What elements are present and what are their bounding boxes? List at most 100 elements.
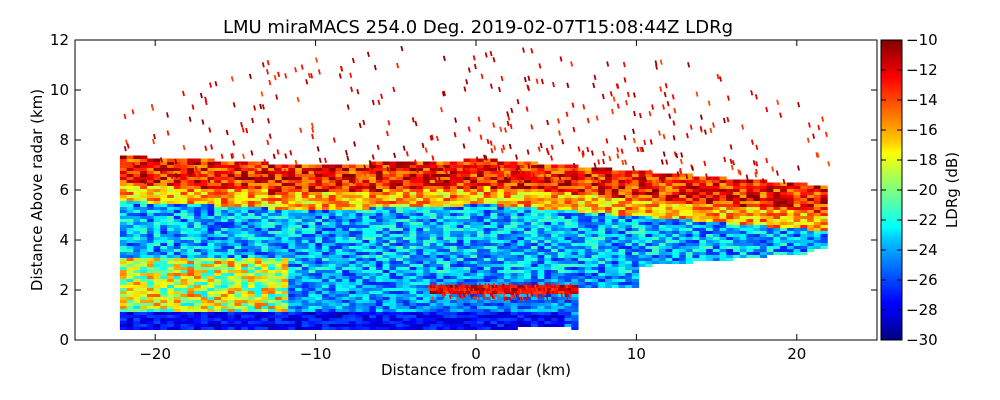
ldr-cell xyxy=(153,197,161,201)
ldr-cell xyxy=(429,185,438,189)
ldr-cell xyxy=(544,245,552,249)
ldr-cell xyxy=(241,251,249,255)
ldr-cell xyxy=(133,200,141,204)
ldr-cell xyxy=(241,269,249,273)
ldr-cell xyxy=(140,185,148,189)
ldr-cell xyxy=(584,191,593,195)
ldr-cell xyxy=(389,203,397,207)
ldr-cell xyxy=(335,308,343,312)
ldr-cell xyxy=(477,326,485,330)
ldr-cell xyxy=(645,170,653,174)
ldr-cell xyxy=(221,299,229,303)
ldr-cell xyxy=(295,317,303,321)
ldr-cell xyxy=(180,308,188,312)
ldr-cell xyxy=(322,233,330,237)
ldr-cell xyxy=(409,242,417,246)
ldr-cell xyxy=(416,323,424,327)
ldr-cell xyxy=(490,236,498,240)
ldr-cell xyxy=(153,215,161,219)
ldr-cell xyxy=(160,263,168,267)
ldr-cell xyxy=(497,293,505,297)
clutter-dash xyxy=(462,167,466,174)
ldr-cell xyxy=(247,206,256,210)
ldr-cell xyxy=(658,185,667,189)
ldr-cell xyxy=(625,206,633,210)
ldr-cell xyxy=(160,164,168,168)
ldr-cell xyxy=(389,230,397,234)
ldr-cell xyxy=(308,206,316,210)
ldr-cell xyxy=(692,185,700,189)
ldr-cell xyxy=(638,233,646,237)
ldr-cell xyxy=(759,224,768,228)
ldr-cell xyxy=(605,176,613,180)
ldr-cell xyxy=(214,314,222,318)
ldr-cell xyxy=(160,209,168,213)
ldr-cell xyxy=(126,296,134,300)
ldr-cell xyxy=(510,287,518,291)
ldr-cell xyxy=(544,293,552,297)
ldr-cell xyxy=(746,203,754,207)
ldr-cell xyxy=(497,164,505,168)
ldr-cell xyxy=(375,197,384,201)
ldr-cell xyxy=(362,299,370,303)
ldr-cell xyxy=(355,269,363,273)
ldr-cell xyxy=(551,182,559,186)
ldr-cell xyxy=(200,209,209,213)
ldr-cell xyxy=(281,179,289,183)
ldr-cell xyxy=(544,266,552,270)
ldr-cell xyxy=(598,179,606,183)
ldr-cell xyxy=(786,209,795,213)
ldr-cell xyxy=(813,227,822,231)
ldr-cell xyxy=(631,275,640,279)
ldr-cell xyxy=(308,245,316,249)
ldr-cell xyxy=(699,227,707,231)
ldr-cell xyxy=(416,317,424,321)
ldr-cell xyxy=(389,197,397,201)
ldr-cell xyxy=(355,248,363,252)
ldr-cell xyxy=(726,254,734,258)
ldr-cell xyxy=(153,248,161,252)
ldr-cell xyxy=(584,242,593,246)
ldr-cell xyxy=(295,296,303,300)
ldr-cell xyxy=(274,308,283,312)
ldr-cell xyxy=(470,296,478,300)
ldr-cell xyxy=(524,179,532,183)
ldr-cell xyxy=(503,206,512,210)
ldr-cell xyxy=(551,323,559,327)
ldr-cell xyxy=(584,200,593,204)
ldr-cell xyxy=(712,254,721,258)
ldr-cell xyxy=(295,230,303,234)
ldr-cell xyxy=(638,173,646,177)
ldr-cell xyxy=(416,209,424,213)
ldr-cell xyxy=(389,317,397,321)
ldr-cell xyxy=(375,251,384,255)
ldr-cell xyxy=(436,272,444,276)
ldr-cell xyxy=(517,248,525,252)
ldr-cell xyxy=(119,173,128,177)
ldr-cell xyxy=(315,317,323,321)
ldr-cell xyxy=(571,311,579,315)
ldr-cell xyxy=(301,293,310,297)
ldr-cell xyxy=(759,212,768,216)
ldr-cell xyxy=(544,260,552,264)
ldr-cell xyxy=(456,167,465,171)
ldr-cell xyxy=(759,227,768,231)
ldr-cell xyxy=(631,242,640,246)
ldr-cell xyxy=(571,305,579,309)
ldr-cell xyxy=(503,257,512,261)
ldr-cell xyxy=(443,176,451,180)
ldr-cell xyxy=(564,206,572,210)
ldr-cell xyxy=(780,239,788,243)
ldr-cell xyxy=(167,239,175,243)
ldr-cell xyxy=(301,281,310,285)
ldr-cell xyxy=(470,254,478,258)
ldr-cell xyxy=(214,233,222,237)
ldr-cell xyxy=(510,311,518,315)
ldr-cell xyxy=(557,251,566,255)
ldr-cell xyxy=(746,254,754,258)
ldr-cell xyxy=(625,200,633,204)
ldr-cell xyxy=(167,164,175,168)
ldr-cell xyxy=(793,215,801,219)
ldr-cell xyxy=(214,293,222,297)
ldr-cell xyxy=(503,239,512,243)
